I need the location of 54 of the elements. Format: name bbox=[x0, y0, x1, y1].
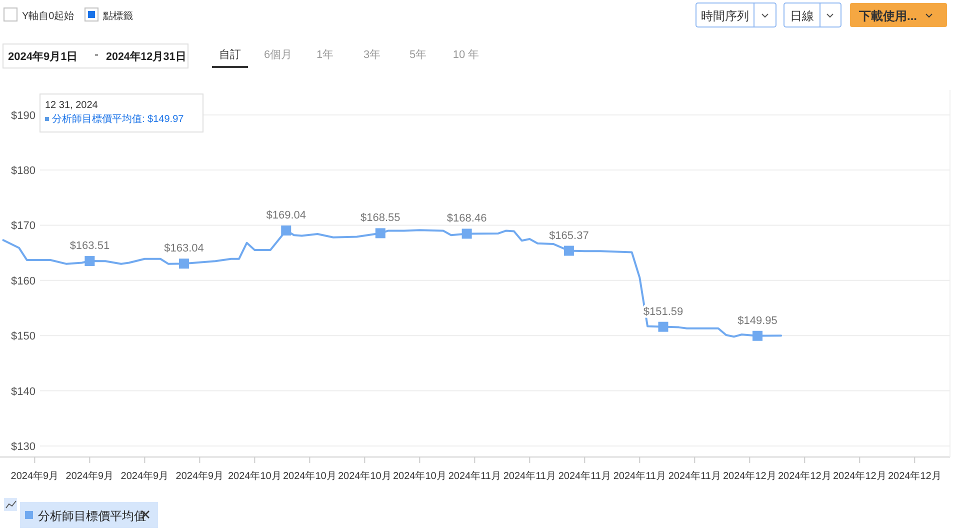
x-tick-label: 2024年11月 bbox=[448, 470, 501, 482]
data-label: $168.55 bbox=[360, 212, 400, 224]
text: Y軸自0起始 bbox=[22, 10, 74, 22]
data-label: $149.95 bbox=[738, 314, 778, 327]
text: 6個月 bbox=[264, 49, 292, 61]
point bbox=[658, 322, 668, 332]
text: 日線 bbox=[790, 9, 814, 23]
x-tick-label: 2024年12月 bbox=[722, 470, 776, 482]
point bbox=[752, 330, 763, 341]
x-tick-label: 2024年10月 bbox=[338, 470, 392, 482]
x-tick-label: 2024年11月 bbox=[668, 470, 721, 482]
x-tick-label: 2024年11月 bbox=[503, 470, 556, 482]
x-tick-label: 2024年11月 bbox=[613, 470, 666, 482]
point bbox=[564, 246, 574, 256]
text: 5年 bbox=[409, 49, 427, 61]
y-tick-label: $170 bbox=[11, 220, 36, 232]
point bbox=[178, 258, 189, 269]
data-label: $163.51 bbox=[70, 240, 110, 252]
x-tick-label: 2024年10月 bbox=[392, 470, 446, 482]
text: 1年 bbox=[316, 49, 334, 61]
x-tick-label: 2024年10月 bbox=[228, 470, 282, 482]
x-tick-label: 2024年9月 bbox=[10, 470, 59, 482]
y-tick-label: $180 bbox=[11, 165, 36, 178]
y-tick-label: $140 bbox=[11, 386, 36, 398]
text: 10 年 bbox=[452, 49, 480, 61]
annotation: 12 31, 2024 bbox=[45, 100, 98, 111]
text: 下載使用... bbox=[858, 9, 918, 23]
text: 點標籤 bbox=[102, 10, 133, 22]
point bbox=[462, 228, 472, 239]
point bbox=[375, 228, 386, 238]
y-tick-label: $190 bbox=[11, 110, 36, 122]
text: 時間序列 bbox=[701, 9, 749, 23]
y-tick-label: $150 bbox=[11, 330, 36, 343]
data-label: $168.46 bbox=[446, 212, 487, 225]
x-tick-label: 2024年12月 bbox=[832, 470, 886, 482]
data-label: $169.04 bbox=[266, 210, 306, 222]
text: 自訂 bbox=[219, 48, 241, 61]
x-tick-label: 2024年9月 bbox=[120, 470, 169, 482]
point bbox=[84, 256, 95, 266]
text: 3年 bbox=[363, 49, 381, 61]
x-tick-label: 2024年12月 bbox=[888, 470, 942, 482]
data-label: $165.37 bbox=[549, 230, 589, 242]
y-tick-label: $130 bbox=[11, 440, 36, 453]
text: 2024年9月1日 bbox=[8, 50, 78, 63]
x-tick-label: 2024年11月 bbox=[558, 470, 611, 482]
x-tick-label: 2024年10月 bbox=[282, 470, 336, 482]
x-tick-label: 2024年12月 bbox=[778, 470, 832, 482]
y-tick-label: $160 bbox=[11, 275, 36, 288]
text: 2024年12月31日 bbox=[106, 50, 188, 63]
point bbox=[281, 226, 292, 236]
x-tick-label: 2024年9月 bbox=[176, 470, 224, 482]
data-label: $163.04 bbox=[164, 242, 204, 255]
annotation: 分析師目標價平均值: $149.97 bbox=[52, 113, 184, 125]
x-tick-label: 2024年9月 bbox=[66, 470, 114, 482]
